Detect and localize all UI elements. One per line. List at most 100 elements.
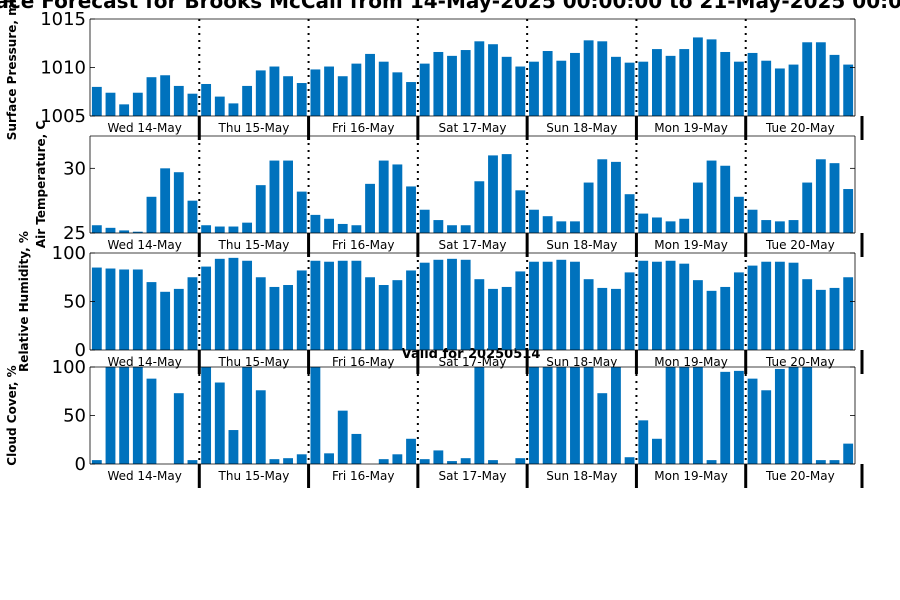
bar xyxy=(665,260,676,350)
bar xyxy=(460,259,471,350)
bar xyxy=(173,393,184,464)
bar xyxy=(720,51,731,117)
day-label: Mon 19-May xyxy=(654,121,728,135)
bar xyxy=(761,60,772,116)
bar xyxy=(611,56,621,116)
bar xyxy=(706,460,717,464)
bar xyxy=(242,85,253,116)
bar xyxy=(597,287,608,350)
bar xyxy=(720,371,731,464)
bar xyxy=(802,367,813,464)
bar xyxy=(570,367,580,464)
bar xyxy=(774,68,785,116)
bar xyxy=(105,268,116,350)
y-tick-label: 0 xyxy=(75,454,86,475)
bar xyxy=(761,390,772,464)
bar xyxy=(392,280,403,350)
bar xyxy=(706,39,717,117)
bar xyxy=(611,288,621,350)
bar xyxy=(774,368,785,464)
bar xyxy=(187,460,198,464)
bar xyxy=(283,458,293,464)
bar xyxy=(146,77,157,116)
bar xyxy=(132,92,143,116)
bar xyxy=(187,93,198,116)
bar xyxy=(228,103,239,116)
bar xyxy=(214,258,225,350)
bar xyxy=(815,289,826,350)
bar xyxy=(815,159,826,233)
bar xyxy=(310,367,321,464)
bar xyxy=(515,458,526,464)
bar xyxy=(119,230,130,233)
bar xyxy=(556,60,567,116)
panel-3: 0 50 100 Wed 14-May Thu 15-May Fri 16-May Sat … xyxy=(17,231,864,374)
y-tick-label: 1015 xyxy=(40,9,86,30)
bar xyxy=(829,54,840,116)
bar xyxy=(706,290,717,350)
bar xyxy=(542,367,553,464)
bar xyxy=(556,221,567,233)
bar xyxy=(747,209,758,233)
bar xyxy=(296,270,307,350)
bar xyxy=(378,160,389,233)
bar xyxy=(474,367,485,464)
bar xyxy=(460,225,471,233)
bar xyxy=(392,454,403,464)
day-label: Tue 20-May xyxy=(765,469,835,483)
bar xyxy=(310,260,321,350)
bar xyxy=(624,272,635,350)
bar xyxy=(638,420,649,464)
day-label: Sat 17-May xyxy=(439,121,507,135)
y-tick-label: 50 xyxy=(63,406,86,427)
y-axis-label: Cloud Cover, % xyxy=(5,365,19,465)
bar xyxy=(488,460,498,464)
bar xyxy=(187,277,198,350)
day-label: Wed 14-May xyxy=(107,355,181,369)
chart-title: Surface Forecast for Brooks McCall from … xyxy=(0,0,900,13)
bar xyxy=(105,227,116,233)
bar xyxy=(105,367,116,464)
bar xyxy=(624,194,635,233)
bar xyxy=(747,265,758,350)
bar xyxy=(173,288,184,350)
bar xyxy=(624,457,635,464)
y-axis-label: Relative Humidity, % xyxy=(17,231,31,372)
bar xyxy=(488,155,498,233)
bar xyxy=(160,168,171,233)
bar xyxy=(802,279,813,350)
bar xyxy=(378,61,389,116)
bar xyxy=(214,96,225,116)
bar xyxy=(201,367,212,464)
day-label: Thu 15-May xyxy=(218,355,290,369)
bar xyxy=(406,186,416,233)
bar xyxy=(91,225,102,233)
day-label: Fri 16-May xyxy=(332,121,395,135)
bar xyxy=(447,225,457,233)
bar xyxy=(406,82,416,116)
bar xyxy=(679,218,690,233)
bar xyxy=(337,76,348,116)
y-axis-label: Air Temperature, C xyxy=(34,121,48,249)
bar xyxy=(802,42,813,116)
y-tick-label: 30 xyxy=(63,158,86,179)
bar xyxy=(91,267,102,350)
bar xyxy=(283,285,293,350)
bar xyxy=(624,62,635,116)
bar xyxy=(447,55,457,116)
bar xyxy=(269,286,280,350)
bar xyxy=(228,226,239,233)
bar xyxy=(570,221,580,233)
y-tick-label: 100 xyxy=(52,357,86,378)
bar xyxy=(597,393,608,464)
day-label: Fri 16-May xyxy=(332,355,395,369)
bar xyxy=(570,261,580,350)
bar xyxy=(474,279,485,350)
bar xyxy=(843,64,854,116)
bar xyxy=(501,154,512,233)
bar xyxy=(296,454,307,464)
bar xyxy=(556,259,567,350)
bar xyxy=(774,261,785,350)
bar xyxy=(474,41,485,117)
